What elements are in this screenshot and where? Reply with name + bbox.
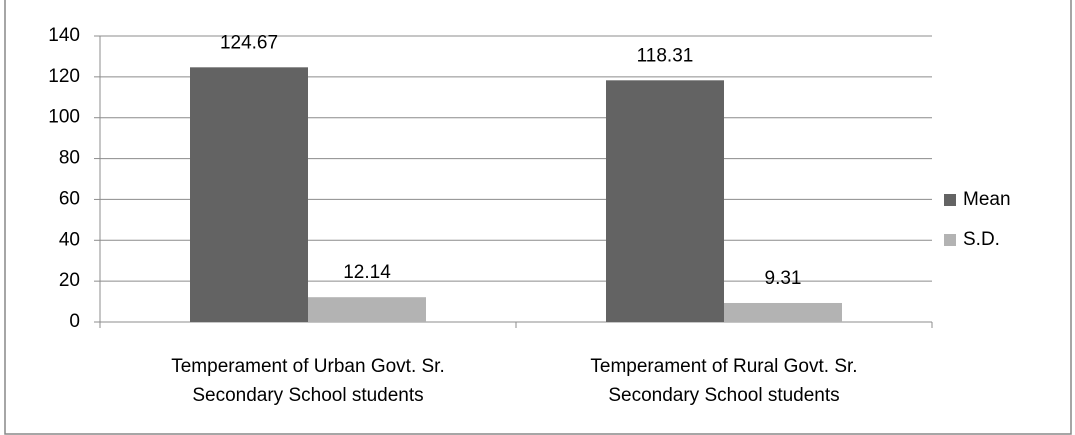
y-tick-label: 20 <box>59 270 80 291</box>
y-tick-label: 100 <box>48 107 80 128</box>
bar <box>724 302 842 322</box>
y-tick-label: 80 <box>59 148 80 169</box>
data-label: 124.67 <box>220 32 278 53</box>
data-label: 118.31 <box>637 45 694 66</box>
x-tick-label: Temperament of Urban Govt. Sr. Secondary… <box>171 356 445 406</box>
y-tick-label: 60 <box>59 188 80 209</box>
y-tick-label: 40 <box>59 229 80 250</box>
data-label: 9.31 <box>765 268 802 289</box>
y-tick-label: 140 <box>48 25 80 46</box>
legend-label: S.D. <box>963 229 1000 250</box>
bar <box>308 297 426 322</box>
legend-swatch <box>944 234 956 246</box>
x-tick-label: Temperament of Rural Govt. Sr. Secondary… <box>590 356 858 406</box>
bar <box>190 67 308 322</box>
y-tick-label: 120 <box>48 66 80 87</box>
legend-label: Mean <box>963 189 1011 210</box>
chart-frame <box>4 0 1072 435</box>
y-tick-label: 0 <box>69 311 80 332</box>
data-label: 12.14 <box>343 262 391 283</box>
bar <box>606 80 724 322</box>
legend-swatch <box>944 194 956 206</box>
